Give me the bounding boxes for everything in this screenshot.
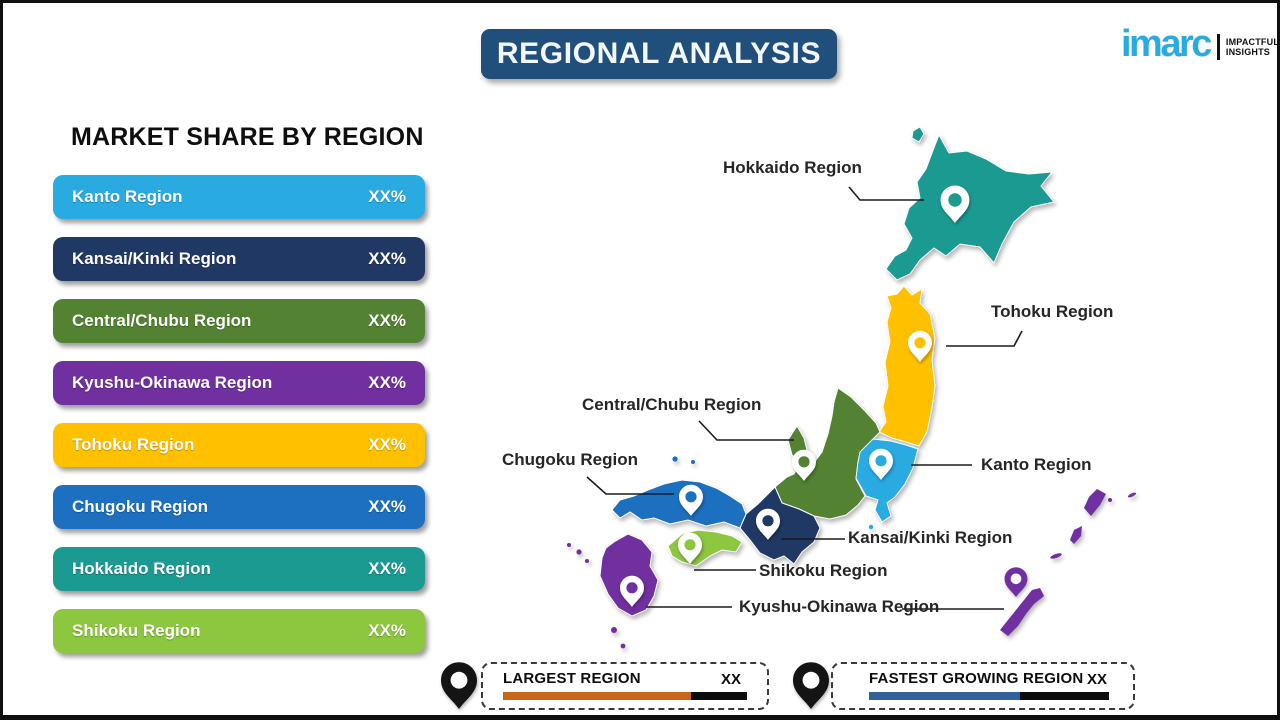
island-amami — [1127, 492, 1137, 498]
bar-value: XX% — [368, 311, 406, 330]
map-region-kyushu — [599, 533, 659, 617]
map-region-kansai — [739, 486, 821, 565]
island-amami — [1108, 498, 1112, 502]
page-title: REGIONAL ANALYSIS — [496, 37, 822, 70]
island-okinawa-dash — [1050, 553, 1062, 559]
market-share-bar-hokkaido: Hokkaido Region XX% — [53, 547, 425, 591]
map-label-shikoku: Shikoku Region — [759, 561, 888, 580]
bar-label: Kanto Region — [72, 187, 183, 206]
bar-label: Hokkaido Region — [72, 559, 211, 578]
island-amami — [1084, 489, 1106, 516]
legend-pin-fastest — [793, 662, 829, 709]
leader-line-chugoku — [586, 476, 674, 495]
map-pin-tohoku — [908, 330, 932, 362]
map-region-hokkaido-islet — [911, 126, 925, 143]
bar-label: Chugoku Region — [72, 497, 208, 516]
market-share-heading: MARKET SHARE BY REGION — [71, 123, 424, 151]
market-share-bar-shikoku: Shikoku Region XX% — [53, 609, 425, 653]
legend-fastest-value: XX — [1086, 671, 1107, 688]
legend-largest-bar-fill — [503, 692, 691, 700]
imarc-logo-wordmark: imarc — [1121, 23, 1212, 65]
logo-tagline: IMPACTFUL INSIGHTS — [1226, 37, 1279, 57]
bar-label: Shikoku Region — [72, 621, 201, 640]
market-share-list: Kanto Region XX% Kansai/Kinki Region XX%… — [53, 175, 425, 671]
island-kyushu-south — [611, 627, 617, 633]
logo-tagline-line2: INSIGHTS — [1225, 47, 1271, 57]
map-region-tohoku — [878, 285, 936, 447]
legend-fastest-bar — [869, 692, 1109, 700]
bar-label: Tohoku Region — [72, 435, 195, 454]
legend-largest-label: LARGEST REGION — [503, 670, 641, 687]
map-label-hokkaido: Hokkaido Region — [723, 158, 862, 177]
legend-pin-largest — [441, 662, 477, 709]
imarc-logo: imarc IMPACTFUL INSIGHTS — [1121, 25, 1279, 63]
legend-fastest-growing-region: FASTEST GROWING REGION XX — [831, 662, 1135, 710]
map-pin-okinawa — [1004, 567, 1028, 597]
title-banner: REGIONAL ANALYSIS — [481, 29, 837, 79]
bar-value: XX% — [368, 187, 406, 206]
leader-line-hokkaido — [848, 186, 924, 201]
island-kyushu-west — [567, 543, 571, 547]
logo-divider — [1216, 34, 1220, 60]
bar-value: XX% — [368, 249, 406, 268]
legend-largest-bar — [503, 692, 747, 700]
map-label-tohoku: Tohoku Region — [991, 302, 1114, 321]
island-okinawa-main — [1000, 588, 1044, 636]
island-okinawa-mid — [1070, 526, 1082, 544]
bar-label: Kansai/Kinki Region — [72, 249, 237, 268]
map-pin-chubu — [792, 449, 816, 481]
bar-label: Kyushu-Okinawa Region — [72, 373, 273, 392]
map-pin-hokkaido — [940, 185, 970, 223]
map-label-chugoku: Chugoku Region — [502, 450, 638, 469]
market-share-bar-tohoku: Tohoku Region XX% — [53, 423, 425, 467]
map-pin-kansai — [756, 508, 780, 540]
market-share-bar-kyushu: Kyushu-Okinawa Region XX% — [53, 361, 425, 405]
logo-tagline-line1: IMPACTFUL — [1225, 37, 1280, 47]
bar-value: XX% — [368, 435, 406, 454]
bar-value: XX% — [368, 373, 406, 392]
island-oki — [691, 460, 695, 464]
legend-fastest-bar-fill — [869, 692, 1021, 700]
bar-label: Central/Chubu Region — [72, 311, 252, 330]
map-pin-shikoku — [678, 532, 702, 564]
map-pin-kanto — [869, 448, 893, 480]
small-islands — [567, 397, 1137, 649]
map-pin-kyushu — [620, 575, 644, 607]
bar-value: XX% — [368, 621, 406, 640]
map-label-kanto: Kanto Region — [981, 455, 1092, 474]
bar-value: XX% — [368, 559, 406, 578]
map-label-kyushu-okinawa: Kyushu-Okinawa Region — [739, 597, 940, 616]
market-share-bar-chubu: Central/Chubu Region XX% — [53, 299, 425, 343]
map-pin-chugoku — [679, 484, 703, 516]
island-oki — [672, 456, 678, 462]
market-share-bar-kanto: Kanto Region XX% — [53, 175, 425, 219]
leader-line-central-chubu — [698, 420, 794, 441]
island-sado — [834, 397, 848, 409]
island-kyushu-south — [620, 643, 626, 649]
leader-line-tohoku — [946, 330, 1023, 347]
map-label-central-chubu: Central/Chubu Region — [582, 395, 762, 414]
market-share-bar-chugoku: Chugoku Region XX% — [53, 485, 425, 529]
map-region-chugoku — [611, 479, 747, 529]
market-share-bar-kansai: Kansai/Kinki Region XX% — [53, 237, 425, 281]
island-kyushu-west — [576, 549, 582, 555]
leader-lines — [586, 186, 1023, 610]
legend-fastest-label: FASTEST GROWING REGION — [869, 670, 1084, 687]
legend-largest-region: LARGEST REGION XX — [481, 662, 769, 710]
japan-map — [441, 126, 1137, 709]
island-izu — [868, 524, 874, 530]
legend-largest-value: XX — [720, 671, 741, 688]
island-kyushu-west — [585, 559, 589, 563]
map-region-hokkaido — [885, 133, 1055, 281]
map-label-kansai: Kansai/Kinki Region — [848, 528, 1013, 547]
bar-value: XX% — [368, 497, 406, 516]
